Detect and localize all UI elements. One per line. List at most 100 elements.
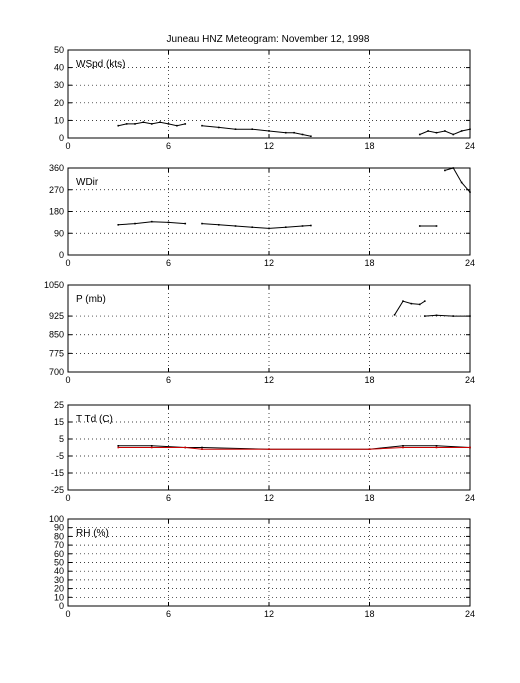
data-point	[402, 300, 404, 302]
x-tick-label: 18	[364, 493, 374, 503]
data-point	[217, 223, 220, 226]
x-tick-label: 12	[264, 375, 274, 385]
data-point	[301, 133, 304, 136]
y-tick-label: 25	[54, 400, 64, 410]
x-tick-label: 6	[166, 493, 171, 503]
x-tick-label: 24	[465, 493, 475, 503]
x-tick-label: 18	[364, 375, 374, 385]
panel-label: T Td (C)	[76, 414, 113, 425]
y-tick-label: 80	[54, 531, 64, 541]
x-tick-label: 18	[364, 609, 374, 619]
y-tick-label: 50	[54, 45, 64, 55]
data-point	[268, 130, 270, 132]
data-point	[142, 121, 145, 123]
data-point	[167, 123, 170, 125]
data-point	[184, 222, 187, 225]
y-tick-label: 5	[59, 434, 64, 444]
panel-4: -25 -15 -5 5 15 25 0 6 12 18 24 T Td (C)	[51, 400, 475, 503]
y-tick-label: 775	[49, 348, 64, 358]
x-tick-label: 12	[264, 609, 274, 619]
plot-frame	[67, 284, 471, 373]
data-point	[402, 445, 404, 447]
data-point	[150, 123, 153, 125]
x-tick-label: 6	[166, 609, 171, 619]
panel-1: 0 10 20 30 40 50 0 6 12 18 24 WSpd (kts)	[54, 45, 475, 151]
data-point	[176, 124, 178, 127]
x-tick-label: 24	[465, 141, 475, 151]
data-point	[418, 225, 421, 227]
data-point	[452, 167, 455, 169]
y-tick-label: 30	[54, 575, 64, 585]
data-point	[117, 445, 120, 447]
data-point	[184, 446, 187, 449]
data-point	[117, 124, 120, 127]
y-tick-label: 10	[54, 592, 64, 602]
data-point	[167, 221, 170, 224]
y-tick-label: 10	[54, 115, 64, 125]
x-tick-label: 12	[264, 493, 274, 503]
data-point	[435, 445, 438, 447]
data-point	[301, 225, 304, 227]
y-tick-label: 180	[49, 207, 64, 217]
data-point	[469, 128, 471, 130]
y-tick-label: 850	[49, 330, 64, 340]
series-line	[424, 314, 470, 317]
data-point	[234, 128, 237, 130]
y-tick-label: -15	[51, 468, 64, 478]
data-point	[150, 220, 153, 223]
x-tick-label: 0	[65, 375, 70, 385]
data-point	[460, 130, 463, 132]
data-point	[284, 226, 287, 229]
y-tick-label: 0	[59, 133, 64, 143]
data-point	[423, 300, 426, 302]
y-tick-label: 270	[49, 185, 64, 195]
y-tick-label: 90	[54, 523, 64, 533]
data-point	[469, 315, 471, 317]
y-tick-label: 700	[49, 367, 64, 377]
data-point	[150, 446, 153, 449]
x-tick-label: 0	[65, 493, 70, 503]
data-point	[418, 303, 421, 306]
y-tick-label: 100	[49, 514, 64, 524]
data-point	[423, 315, 426, 317]
y-tick-label: 40	[54, 63, 64, 73]
data-point	[368, 448, 371, 450]
data-point	[310, 224, 312, 227]
series-line	[444, 167, 471, 193]
data-point	[284, 131, 287, 134]
y-tick-label: 20	[54, 584, 64, 594]
data-point	[268, 227, 270, 230]
data-point	[201, 222, 203, 225]
x-tick-label: 0	[65, 141, 70, 151]
data-point	[201, 124, 203, 127]
y-tick-label: 20	[54, 98, 64, 108]
x-tick-label: 18	[364, 258, 374, 268]
data-point	[134, 222, 136, 225]
chart-title: Juneau HNZ Meteogram: November 12, 1998	[167, 34, 370, 45]
data-point	[117, 223, 120, 226]
data-point	[293, 131, 295, 134]
y-tick-label: 360	[49, 163, 64, 173]
x-tick-label: 6	[166, 258, 171, 268]
data-point	[435, 314, 438, 317]
data-point	[125, 123, 128, 125]
panel-3: 700 775 850 925 1050 0 6 12 18 24 P (mb)	[44, 280, 475, 385]
x-tick-label: 24	[465, 375, 475, 385]
y-tick-label: 1050	[44, 280, 64, 290]
y-tick-label: 925	[49, 311, 64, 321]
data-point	[251, 226, 254, 229]
panel-2: 0 90 180 270 360 0 6 12 18 24 WDir	[49, 163, 475, 268]
x-tick-label: 24	[465, 258, 475, 268]
data-point	[444, 130, 446, 132]
data-point	[402, 446, 404, 449]
y-tick-label: 60	[54, 549, 64, 559]
data-point	[217, 126, 220, 129]
data-point	[234, 225, 237, 227]
panel-label: P (mb)	[76, 294, 106, 305]
x-tick-label: 6	[166, 375, 171, 385]
data-point	[460, 181, 463, 184]
x-tick-label: 24	[465, 609, 475, 619]
